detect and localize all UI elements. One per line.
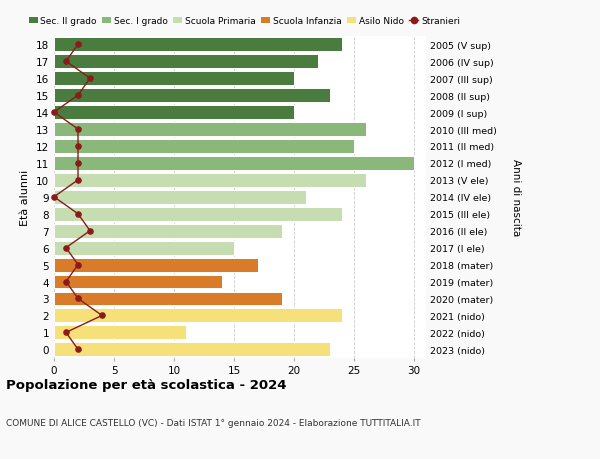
Bar <box>54 309 342 323</box>
Point <box>61 278 71 285</box>
Bar <box>54 72 294 86</box>
Legend: Sec. II grado, Sec. I grado, Scuola Primaria, Scuola Infanzia, Asilo Nido, Stran: Sec. II grado, Sec. I grado, Scuola Prim… <box>29 17 460 26</box>
Text: Popolazione per età scolastica - 2024: Popolazione per età scolastica - 2024 <box>6 379 287 392</box>
Y-axis label: Età alunni: Età alunni <box>20 169 31 225</box>
Bar <box>54 292 282 306</box>
Bar <box>54 275 222 289</box>
Point <box>73 143 83 150</box>
Bar <box>54 157 414 170</box>
Bar <box>54 123 366 137</box>
Bar <box>54 190 306 204</box>
Bar <box>54 241 234 255</box>
Point <box>85 75 95 83</box>
Bar <box>54 38 342 52</box>
Point <box>73 261 83 269</box>
Bar <box>54 89 330 103</box>
Point <box>73 160 83 167</box>
Point <box>73 177 83 184</box>
Point <box>73 92 83 100</box>
Point <box>49 109 59 117</box>
Bar <box>54 140 354 154</box>
Bar <box>54 258 258 272</box>
Point <box>97 312 107 319</box>
Point <box>49 194 59 201</box>
Bar <box>54 106 294 120</box>
Point <box>73 126 83 134</box>
Point <box>61 245 71 252</box>
Y-axis label: Anni di nascita: Anni di nascita <box>511 159 521 236</box>
Point <box>73 295 83 302</box>
Text: COMUNE DI ALICE CASTELLO (VC) - Dati ISTAT 1° gennaio 2024 - Elaborazione TUTTIT: COMUNE DI ALICE CASTELLO (VC) - Dati IST… <box>6 418 421 427</box>
Point <box>85 228 95 235</box>
Bar <box>54 174 366 187</box>
Bar <box>54 207 342 221</box>
Point <box>73 346 83 353</box>
Point <box>61 58 71 66</box>
Bar <box>54 342 330 357</box>
Point <box>61 329 71 336</box>
Bar <box>54 326 186 340</box>
Point <box>73 211 83 218</box>
Point <box>73 41 83 49</box>
Bar <box>54 224 282 238</box>
Bar <box>54 55 318 69</box>
